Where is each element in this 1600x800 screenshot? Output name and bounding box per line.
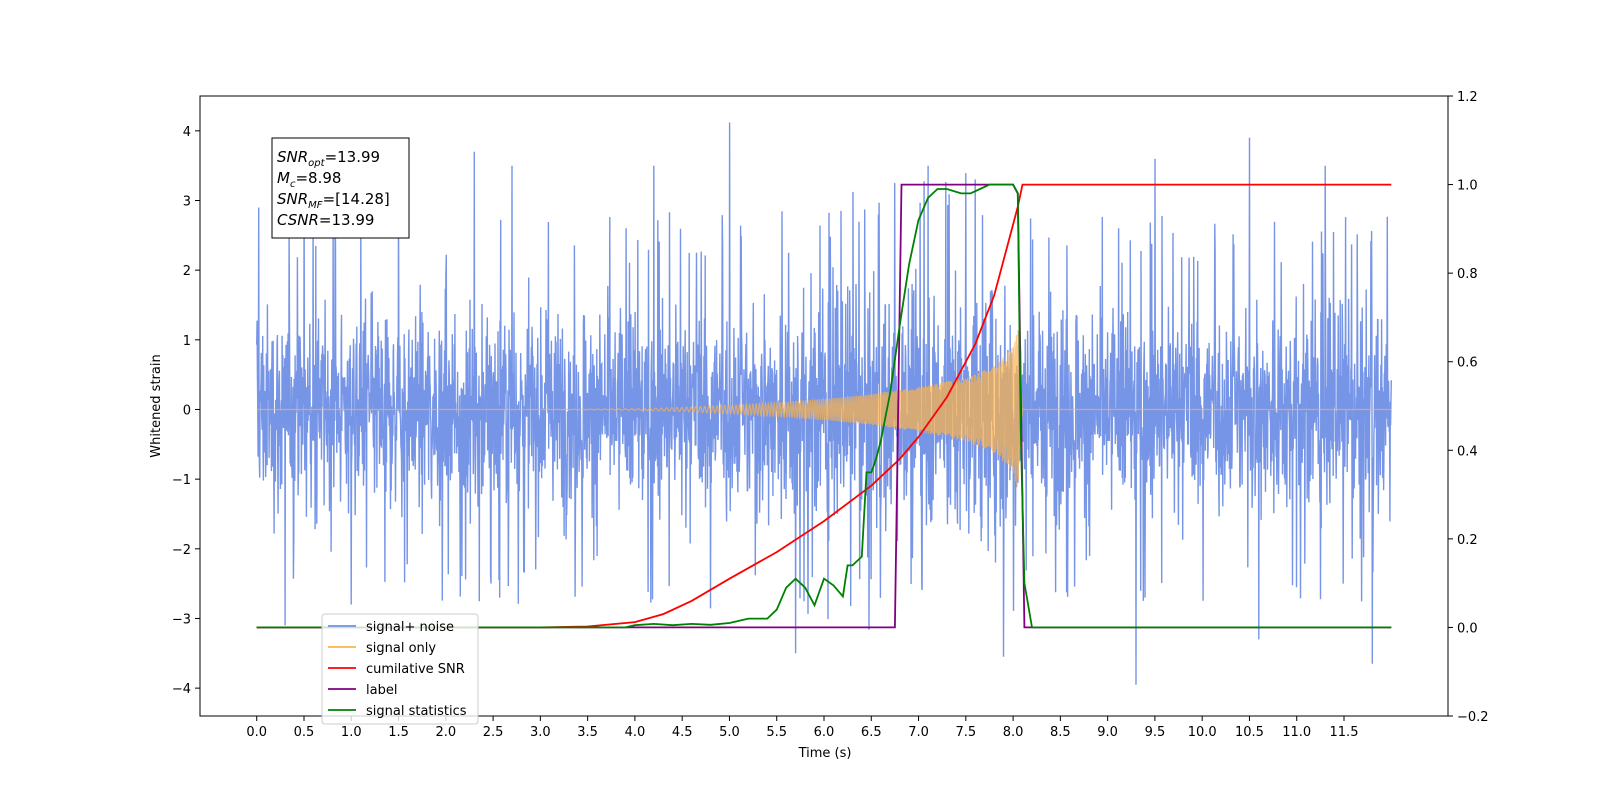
x-tick-label: 10.5 — [1235, 725, 1264, 740]
y-left-tick-label: −3 — [172, 612, 191, 627]
legend-label: signal+ noise — [366, 620, 454, 635]
info-line: SNRopt=13.99 — [277, 148, 380, 169]
legend-box — [321, 613, 479, 725]
x-tick-label: 7.0 — [908, 725, 929, 740]
x-tick-label: 7.5 — [955, 725, 976, 740]
x-tick-label: 6.0 — [814, 725, 835, 740]
info-box — [271, 137, 410, 239]
x-tick-label: 4.5 — [672, 725, 693, 740]
x-tick-label: 1.5 — [388, 725, 409, 740]
axis-ticks: 0.0 0.5 1.0 1.5 2.0 2.5 3.0 3.5 4.0 4.5 5.0 5.5 6.0 6… — [172, 90, 1489, 740]
legend-label: signal only — [366, 641, 436, 656]
x-tick-label: 4.0 — [625, 725, 646, 740]
info-annotation: SNRopt=13.99Mc=8.98SNRMF=[14.28]CSNR=13.… — [271, 137, 410, 239]
series-signal-only — [256, 329, 1392, 488]
x-tick-label: 3.0 — [530, 725, 551, 740]
info-line: Mc=8.98 — [277, 169, 341, 190]
y-right-tick-label: 1.0 — [1457, 179, 1478, 194]
x-tick-label: 8.5 — [1050, 725, 1071, 740]
y-axis-label: Whitened strain — [149, 354, 164, 457]
x-tick-label: 11.5 — [1330, 725, 1359, 740]
y-left-tick-label: −2 — [172, 543, 191, 558]
info-line: SNRMF=[14.28] — [277, 190, 390, 211]
x-tick-label: 6.5 — [861, 725, 882, 740]
x-tick-label: 0.5 — [294, 725, 315, 740]
series-signal-noise — [256, 122, 1392, 685]
y-left-tick-label: 3 — [183, 194, 191, 209]
x-axis-label: Time (s) — [798, 746, 852, 761]
x-tick-label: 0.0 — [246, 725, 267, 740]
y-left-tick-label: 4 — [183, 125, 191, 140]
x-tick-label: 1.0 — [341, 725, 362, 740]
y-right-tick-label: 0.0 — [1457, 621, 1478, 636]
y-left-tick-label: −1 — [172, 473, 191, 488]
series-signal-statistics — [256, 183, 1392, 629]
x-tick-label: 10.0 — [1188, 725, 1217, 740]
x-tick-label: 3.5 — [577, 725, 598, 740]
info-line: CSNR=13.99 — [277, 211, 374, 229]
y-right-tick-label: 1.2 — [1457, 90, 1478, 105]
legend: signal+ noise signal only cumilative SNR la… — [321, 613, 479, 725]
legend-label: cumilative SNR — [366, 662, 465, 677]
x-tick-label: 9.0 — [1097, 725, 1118, 740]
y-right-tick-label: 0.6 — [1457, 356, 1478, 371]
y-left-tick-label: 0 — [183, 403, 191, 418]
y-right-tick-label: 0.8 — [1457, 267, 1478, 282]
x-tick-label: 5.5 — [766, 725, 787, 740]
y-left-tick-label: 1 — [183, 334, 191, 349]
legend-label: signal statistics — [366, 704, 467, 719]
x-tick-label: 11.0 — [1282, 725, 1311, 740]
x-tick-label: 2.0 — [435, 725, 456, 740]
y-right-tick-label: 0.2 — [1457, 533, 1478, 548]
x-tick-label: 8.0 — [1003, 725, 1024, 740]
plot-area — [256, 122, 1392, 685]
y-right-tick-label: 0.4 — [1457, 444, 1478, 459]
y-right-tick-label: −0.2 — [1457, 710, 1489, 725]
y-left-tick-label: −4 — [172, 682, 191, 697]
x-tick-label: 5.0 — [719, 725, 740, 740]
legend-label: label — [366, 683, 397, 698]
y-left-tick-label: 2 — [183, 264, 191, 279]
x-tick-label: 9.5 — [1145, 725, 1166, 740]
x-tick-label: 2.5 — [483, 725, 504, 740]
series-cumulative-snr — [256, 183, 1392, 629]
